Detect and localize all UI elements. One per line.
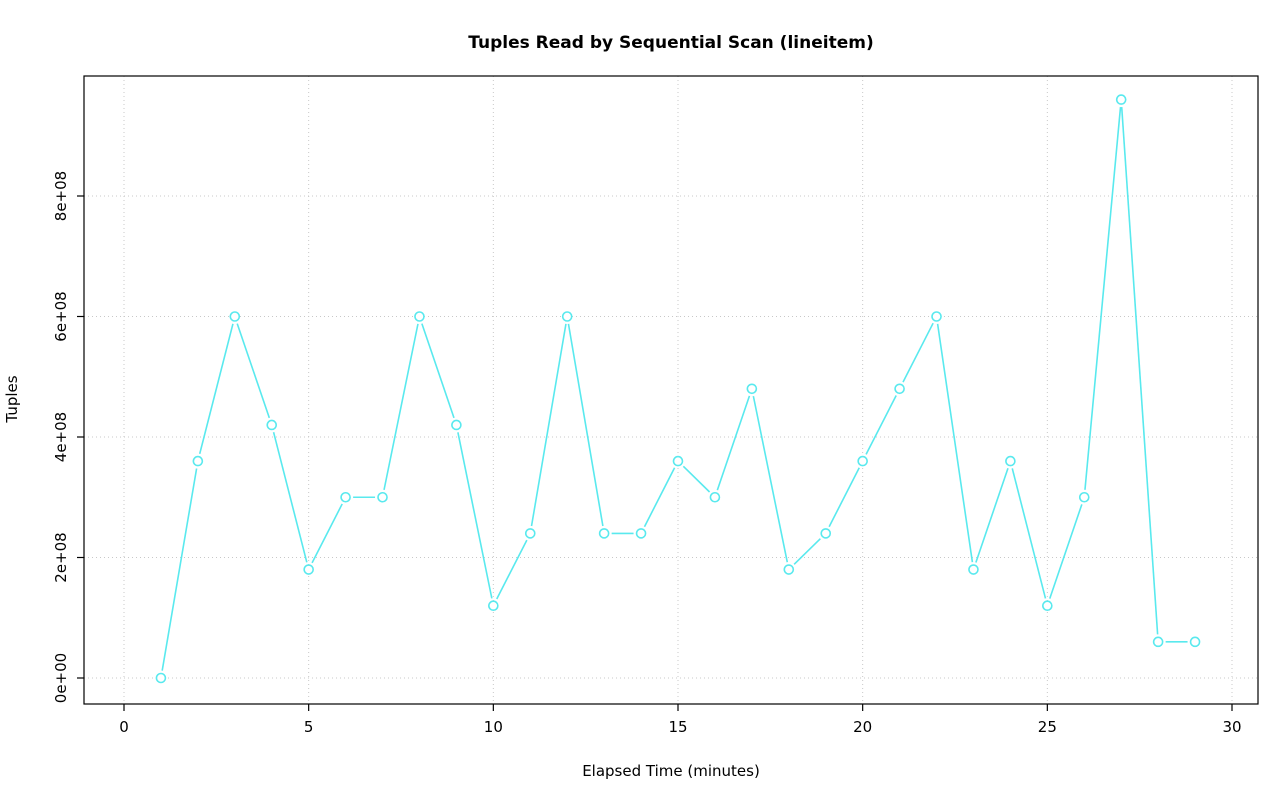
series-line-segment — [161, 468, 198, 671]
data-point-marker — [561, 311, 573, 322]
data-point-marker — [340, 491, 351, 503]
data-point-marker — [229, 311, 241, 322]
data-point-marker — [266, 419, 278, 431]
series-line-segment — [272, 432, 308, 563]
x-tick-label: 0 — [119, 718, 129, 736]
series-line-segment — [311, 503, 343, 564]
data-point-marker — [1115, 94, 1127, 105]
x-tick-label: 5 — [304, 718, 314, 736]
data-point-marker — [488, 600, 499, 612]
series-line-segment — [496, 539, 528, 600]
data-point-marker — [820, 528, 832, 539]
series-line-segment — [902, 322, 934, 383]
data-point-marker — [155, 672, 167, 684]
y-tick-label: 0e+00 — [52, 653, 70, 703]
x-tick-label: 15 — [668, 718, 687, 736]
series-line-segment — [421, 323, 455, 419]
data-point-marker — [857, 455, 868, 467]
y-tick-label: 8e+08 — [52, 171, 70, 221]
data-point-marker — [524, 528, 536, 539]
x-tick-label: 30 — [1222, 718, 1241, 736]
series-line-segment — [236, 323, 271, 419]
data-point-marker — [709, 491, 721, 503]
data-point-marker — [894, 383, 905, 395]
data-point-marker — [1005, 455, 1016, 467]
series-line-segment — [793, 538, 821, 565]
data-point-marker — [414, 311, 425, 322]
data-point-marker — [1078, 491, 1090, 503]
data-point-marker — [931, 311, 942, 322]
series-line-segment — [1048, 504, 1083, 599]
y-tick-label: 6e+08 — [52, 291, 70, 341]
data-point-marker — [598, 528, 610, 539]
data-point-marker — [1152, 636, 1164, 648]
series-line-segment — [975, 467, 1009, 563]
series-line-segment — [1011, 468, 1047, 599]
series-line-segment — [716, 395, 751, 491]
chart-title: Tuples Read by Sequential Scan (lineitem… — [468, 33, 874, 53]
series-line-segment — [457, 432, 493, 599]
y-tick-label: 2e+08 — [52, 532, 70, 582]
data-point-marker — [672, 455, 684, 467]
series-line-segment — [383, 323, 419, 491]
data-point-marker — [746, 383, 758, 395]
series-line-segment — [752, 395, 789, 563]
data-point-marker — [635, 528, 647, 539]
data-point-marker — [303, 564, 314, 575]
data-point-marker — [377, 491, 388, 503]
series-line-segment — [1120, 107, 1159, 635]
data-point-marker — [783, 564, 795, 575]
data-point-marker — [1042, 600, 1053, 612]
data-point-marker — [968, 564, 979, 575]
x-axis-label: Elapsed Time (minutes) — [582, 762, 760, 780]
data-point-marker — [1189, 636, 1201, 648]
y-tick-label: 4e+08 — [52, 412, 70, 462]
data-point-marker — [192, 455, 204, 467]
series-line-segment — [828, 467, 860, 528]
series-line-segment — [682, 465, 711, 493]
series-line-segment — [643, 467, 676, 528]
plot-frame — [83, 75, 1259, 705]
series-line-segment — [936, 323, 974, 563]
series-line-segment — [567, 323, 604, 527]
data-point-marker — [451, 419, 462, 431]
x-tick-label: 25 — [1038, 718, 1057, 736]
series-line-segment — [1084, 106, 1122, 490]
x-tick-label: 20 — [853, 718, 872, 736]
series-line-segment — [198, 323, 234, 455]
series-line-segment — [530, 323, 567, 527]
series-line-segment — [865, 395, 897, 455]
x-tick-label: 10 — [484, 718, 503, 736]
